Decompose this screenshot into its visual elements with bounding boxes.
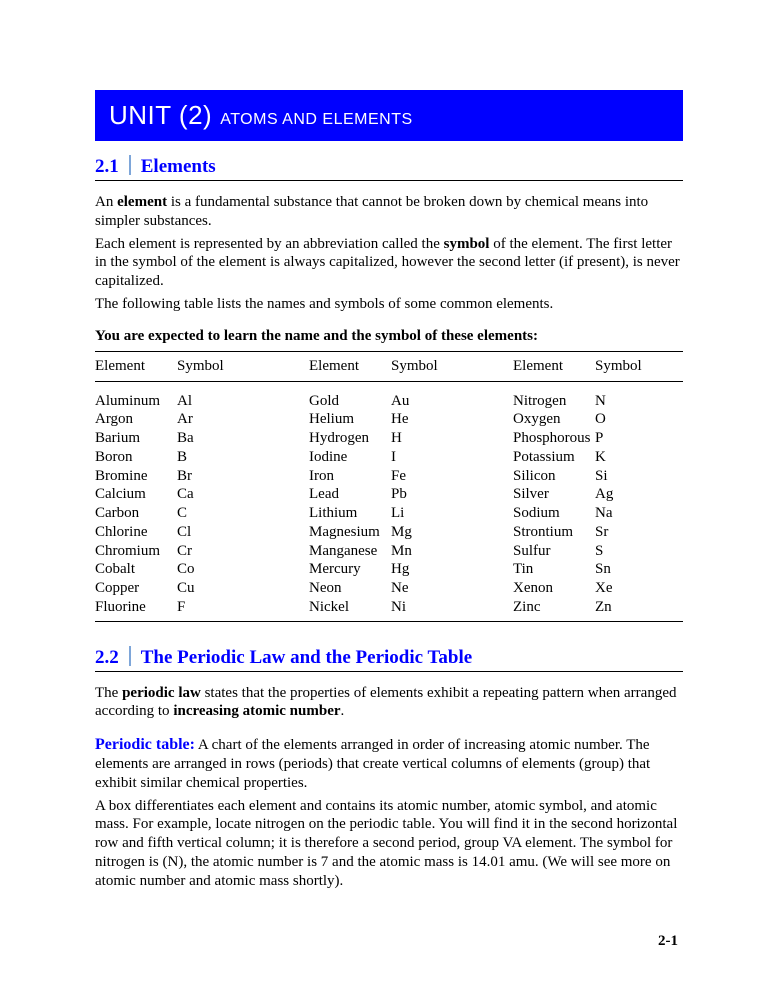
element-symbols-col3: NOPKSiAgNaSrSSnXeZn [595, 392, 643, 617]
unit-banner: UNIT (2) ATOMS AND ELEMENTS [95, 90, 683, 141]
col-header-symbol: Symbol [391, 358, 439, 375]
elements-table: Element Symbol Element Symbol Element Sy… [95, 351, 683, 622]
element-names-col2: GoldHeliumHydrogenIodineIronLeadLithiumM… [309, 392, 391, 617]
section-heading-2-2: 2.2 The Periodic Law and the Periodic Ta… [95, 646, 683, 672]
col-header-symbol: Symbol [595, 358, 643, 375]
intro-paragraph-1: An element is a fundamental substance th… [95, 193, 683, 231]
intro-paragraph-3: The following table lists the names and … [95, 295, 683, 314]
col-header-symbol: Symbol [177, 358, 225, 375]
unit-number: UNIT (2) [109, 100, 212, 130]
section-heading-2-1: 2.1 Elements [95, 155, 683, 181]
periodic-table-paragraph: Periodic table: A chart of the elements … [95, 735, 683, 793]
section-title: The Periodic Law and the Periodic Table [141, 647, 472, 668]
table-header-row: Element Symbol Element Symbol Element Sy… [95, 351, 683, 382]
page-number: 2-1 [658, 933, 678, 950]
col-header-element: Element [95, 358, 177, 375]
section-number: 2.1 [95, 156, 119, 177]
periodic-law-paragraph: The periodic law states that the propert… [95, 684, 683, 722]
document-page: UNIT (2) ATOMS AND ELEMENTS 2.1 Elements… [0, 0, 768, 994]
divider-icon [129, 155, 131, 175]
element-names-col3: NitrogenOxygenPhosphorousPotassiumSilico… [513, 392, 595, 617]
section-number: 2.2 [95, 647, 119, 668]
element-symbols-col1: AlArBaBBrCaCClCrCoCuF [177, 392, 225, 617]
section-title: Elements [141, 156, 216, 177]
periodic-table-term: Periodic table: [95, 736, 195, 753]
intro-paragraph-2: Each element is represented by an abbrev… [95, 235, 683, 291]
element-symbols-col2: AuHeHIFePbLiMgMnHgNeNi [391, 392, 439, 617]
instruction-line: You are expected to learn the name and t… [95, 328, 683, 345]
col-header-element: Element [513, 358, 595, 375]
unit-title: ATOMS AND ELEMENTS [220, 111, 412, 128]
table-body: AluminumArgonBariumBoronBromineCalciumCa… [95, 382, 683, 622]
divider-icon [129, 646, 131, 666]
element-names-col1: AluminumArgonBariumBoronBromineCalciumCa… [95, 392, 177, 617]
periodic-table-detail: A box differentiates each element and co… [95, 797, 683, 891]
col-header-element: Element [309, 358, 391, 375]
